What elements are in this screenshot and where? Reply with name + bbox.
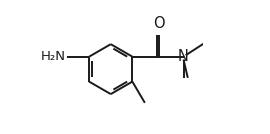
Text: N: N [178,49,189,64]
Text: O: O [153,16,164,31]
Text: H₂N: H₂N [41,50,66,63]
